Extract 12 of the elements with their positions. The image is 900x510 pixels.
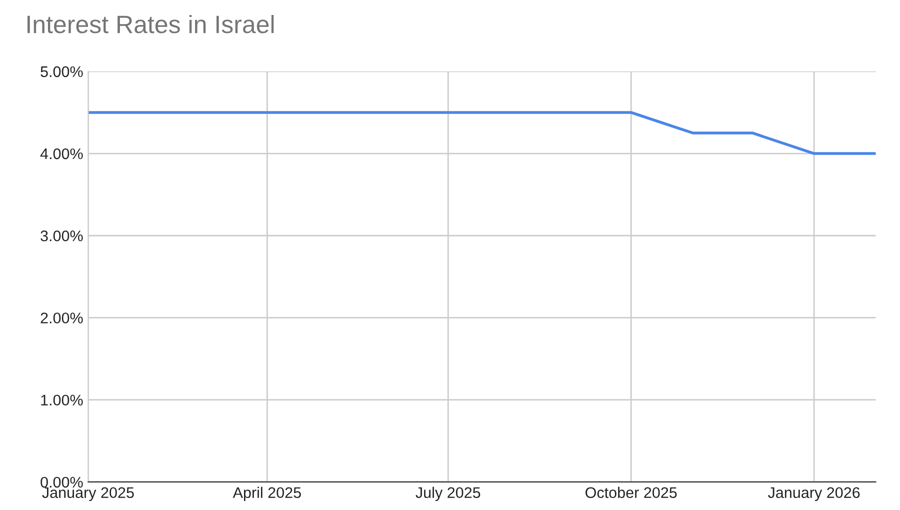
y-tick-label: 5.00% — [40, 66, 83, 78]
x-tick-label: July 2025 — [416, 486, 480, 502]
x-tick-label: January 2025 — [42, 487, 134, 502]
y-tick-label: 2.00% — [40, 312, 83, 324]
y-tick-label: 1.00% — [41, 394, 83, 406]
x-tick-label: January 2026 — [768, 487, 860, 502]
y-tick-label: 3.00% — [40, 230, 83, 242]
x-tick-label: October 2025 — [586, 486, 677, 498]
chart-title: Interest Rates in Israel — [28, 14, 274, 34]
y-tick-label: 0.00% — [40, 476, 83, 488]
y-tick-label: 4.00% — [40, 148, 83, 160]
x-tick-label: April 2025 — [232, 486, 301, 502]
